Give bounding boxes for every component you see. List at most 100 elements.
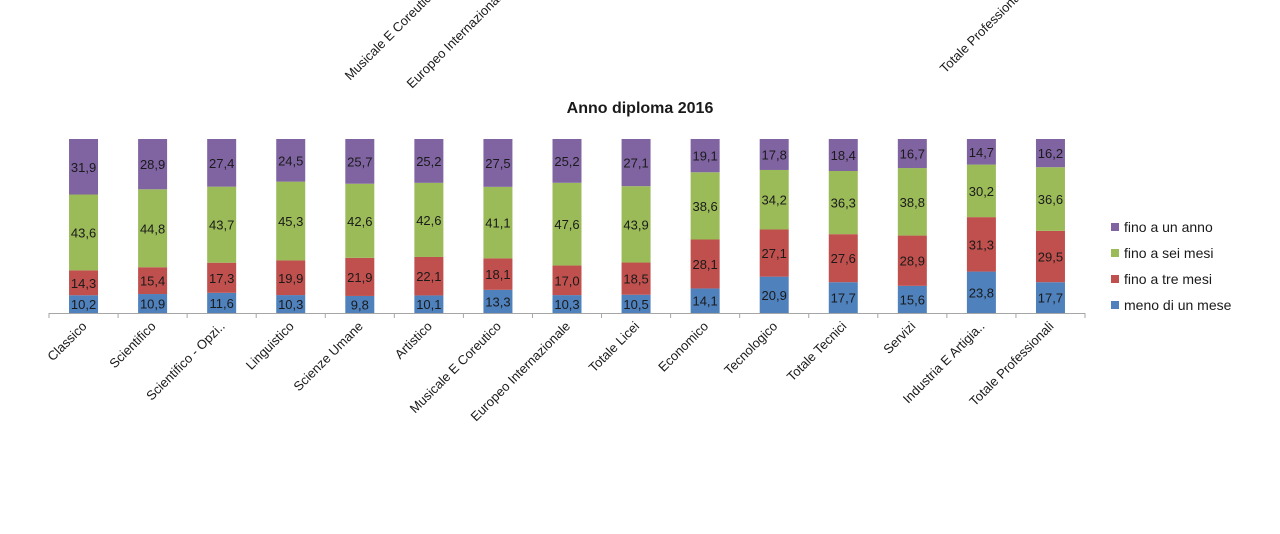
tick-label-classico: Classico <box>44 319 89 364</box>
bar-servizi-fino-a-tre-mesi <box>897 235 927 286</box>
value-label-europeo-internazionale-meno-di-un-mese: 10,3 <box>554 297 579 312</box>
bar-totale-licei-fino-a-tre-mesi <box>621 262 651 295</box>
value-label-economico-fino-a-un-anno: 19,1 <box>692 149 717 164</box>
bar-musicale-e-coreutico-meno-di-un-mese <box>483 289 513 313</box>
value-label-scienze-umane-meno-di-un-mese: 9,8 <box>351 297 369 312</box>
value-label-musicale-e-coreutico-meno-di-un-mese: 13,3 <box>485 294 510 309</box>
value-label-linguistico-meno-di-un-mese: 10,3 <box>278 297 303 312</box>
value-label-artistico-fino-a-tre-mesi: 22,1 <box>416 269 441 284</box>
bar-totale-tecnici-meno-di-un-mese <box>828 282 858 313</box>
bar-europeo-internazionale-fino-a-un-anno <box>552 139 582 183</box>
bar-europeo-internazionale-fino-a-sei-mesi <box>552 182 582 266</box>
value-label-scientifico-fino-a-sei-mesi: 44,8 <box>140 221 165 236</box>
value-label-musicale-e-coreutico-fino-a-sei-mesi: 41,1 <box>485 216 510 231</box>
tick-label-servizi: Servizi <box>880 318 918 356</box>
bar-servizi-meno-di-un-mese <box>897 285 927 313</box>
bar-totale-professionali-fino-a-un-anno <box>1035 139 1065 168</box>
legend-swatch-fino-a-sei-mesi <box>1111 249 1119 257</box>
bar-industria-e-artigia-fino-a-tre-mesi <box>966 217 996 272</box>
bar-scientifico-opzi-fino-a-un-anno <box>207 139 237 187</box>
bar-classico-meno-di-un-mese <box>69 295 99 313</box>
value-label-tecnologico-fino-a-tre-mesi: 27,1 <box>762 246 787 261</box>
bar-industria-e-artigia-fino-a-sei-mesi <box>966 164 996 218</box>
legend-label-fino-a-un-anno: fino a un anno <box>1124 219 1213 235</box>
bar-economico-fino-a-un-anno <box>690 139 720 173</box>
value-label-totale-professionali-fino-a-sei-mesi: 36,6 <box>1038 192 1063 207</box>
bars-group: 10,2 14,3 43,6 31,9 10,9 15,4 44,8 28,9 11,6 17,3… <box>69 139 1065 313</box>
bar-artistico-meno-di-un-mese <box>414 295 444 313</box>
bar-industria-e-artigia-fino-a-un-anno <box>966 139 996 165</box>
value-label-tecnologico-fino-a-sei-mesi: 34,2 <box>762 193 787 208</box>
bar-musicale-e-coreutico-fino-a-un-anno <box>483 139 513 187</box>
chart-title: Anno diploma 2016 <box>567 100 714 117</box>
bar-servizi-fino-a-sei-mesi <box>897 168 927 236</box>
value-label-totale-professionali-fino-a-un-anno: 16,2 <box>1038 146 1063 161</box>
bar-musicale-e-coreutico-fino-a-tre-mesi <box>483 258 513 290</box>
tick-label-economico: Economico <box>655 319 711 375</box>
bar-europeo-internazionale-fino-a-tre-mesi <box>552 265 582 296</box>
bar-scientifico-fino-a-un-anno <box>138 139 168 190</box>
bar-totale-tecnici-fino-a-sei-mesi <box>828 171 858 235</box>
value-label-scientifico-opzi-fino-a-tre-mesi: 17,3 <box>209 271 234 286</box>
bar-artistico-fino-a-tre-mesi <box>414 256 444 296</box>
bar-scientifico-opzi-meno-di-un-mese <box>207 292 237 313</box>
value-label-totale-professionali-fino-a-tre-mesi: 29,5 <box>1038 250 1063 265</box>
bar-tecnologico-meno-di-un-mese <box>759 276 789 313</box>
bar-scientifico-opzi-fino-a-sei-mesi <box>207 186 237 263</box>
value-label-scienze-umane-fino-a-un-anno: 25,7 <box>347 154 372 169</box>
bar-tecnologico-fino-a-tre-mesi <box>759 229 789 277</box>
tick-label-artistico: Artistico <box>392 319 435 362</box>
bar-totale-professionali-meno-di-un-mese <box>1035 282 1065 313</box>
value-label-totale-tecnici-meno-di-un-mese: 17,7 <box>831 291 856 306</box>
value-label-musicale-e-coreutico-fino-a-tre-mesi: 18,1 <box>485 267 510 282</box>
value-label-scientifico-fino-a-un-anno: 28,9 <box>140 157 165 172</box>
value-label-servizi-fino-a-sei-mesi: 38,8 <box>900 195 925 210</box>
bar-tecnologico-fino-a-sei-mesi <box>759 169 789 230</box>
value-label-scientifico-fino-a-tre-mesi: 15,4 <box>140 274 165 289</box>
bar-scientifico-fino-a-sei-mesi <box>138 189 168 268</box>
bar-totale-licei-meno-di-un-mese <box>621 294 651 313</box>
value-label-linguistico-fino-a-tre-mesi: 19,9 <box>278 271 303 286</box>
value-label-totale-licei-fino-a-sei-mesi: 43,9 <box>623 217 648 232</box>
value-label-servizi-fino-a-tre-mesi: 28,9 <box>900 254 925 269</box>
clipped-tick-label-totale-professionali: Totale Professionali <box>937 0 1027 76</box>
value-label-totale-licei-fino-a-tre-mesi: 18,5 <box>623 272 648 287</box>
bar-linguistico-meno-di-un-mese <box>276 295 306 313</box>
bar-scienze-umane-fino-a-tre-mesi <box>345 257 375 296</box>
value-label-europeo-internazionale-fino-a-tre-mesi: 17,0 <box>554 273 579 288</box>
value-label-totale-licei-meno-di-un-mese: 10,5 <box>623 297 648 312</box>
value-label-tecnologico-fino-a-un-anno: 17,8 <box>762 147 787 162</box>
value-label-economico-fino-a-sei-mesi: 38,6 <box>692 199 717 214</box>
bar-classico-fino-a-sei-mesi <box>69 194 99 271</box>
value-label-scienze-umane-fino-a-tre-mesi: 21,9 <box>347 270 372 285</box>
tick-label-linguistico: Linguistico <box>243 319 297 373</box>
value-label-economico-meno-di-un-mese: 14,1 <box>692 294 717 309</box>
value-label-totale-licei-fino-a-un-anno: 27,1 <box>623 156 648 171</box>
legend: fino a un anno fino a sei mesi fino a tre … <box>1111 219 1232 313</box>
bar-artistico-fino-a-sei-mesi <box>414 182 444 257</box>
bar-totale-licei-fino-a-un-anno <box>621 139 651 187</box>
bar-economico-fino-a-tre-mesi <box>690 239 720 289</box>
bar-totale-professionali-fino-a-tre-mesi <box>1035 230 1065 283</box>
legend-label-fino-a-sei-mesi: fino a sei mesi <box>1124 245 1213 261</box>
value-label-totale-tecnici-fino-a-un-anno: 18,4 <box>831 148 856 163</box>
value-label-scientifico-meno-di-un-mese: 10,9 <box>140 297 165 312</box>
legend-label-meno-di-un-mese: meno di un mese <box>1124 297 1232 313</box>
bar-totale-tecnici-fino-a-tre-mesi <box>828 234 858 283</box>
legend-swatch-meno-di-un-mese <box>1111 301 1119 309</box>
bar-linguistico-fino-a-sei-mesi <box>276 181 306 261</box>
value-label-totale-professionali-meno-di-un-mese: 17,7 <box>1038 291 1063 306</box>
bar-scienze-umane-fino-a-un-anno <box>345 139 375 184</box>
bar-totale-licei-fino-a-sei-mesi <box>621 186 651 263</box>
value-label-industria-e-artigia-fino-a-tre-mesi: 31,3 <box>969 237 994 252</box>
value-label-classico-fino-a-sei-mesi: 43,6 <box>71 225 96 240</box>
value-label-servizi-fino-a-un-anno: 16,7 <box>900 147 925 162</box>
bar-economico-fino-a-sei-mesi <box>690 172 720 240</box>
value-label-scientifico-opzi-fino-a-un-anno: 27,4 <box>209 156 234 171</box>
value-label-linguistico-fino-a-un-anno: 24,5 <box>278 153 303 168</box>
tick-label-tecnologico: Tecnologico <box>721 319 780 378</box>
value-label-totale-tecnici-fino-a-sei-mesi: 36,3 <box>831 196 856 211</box>
